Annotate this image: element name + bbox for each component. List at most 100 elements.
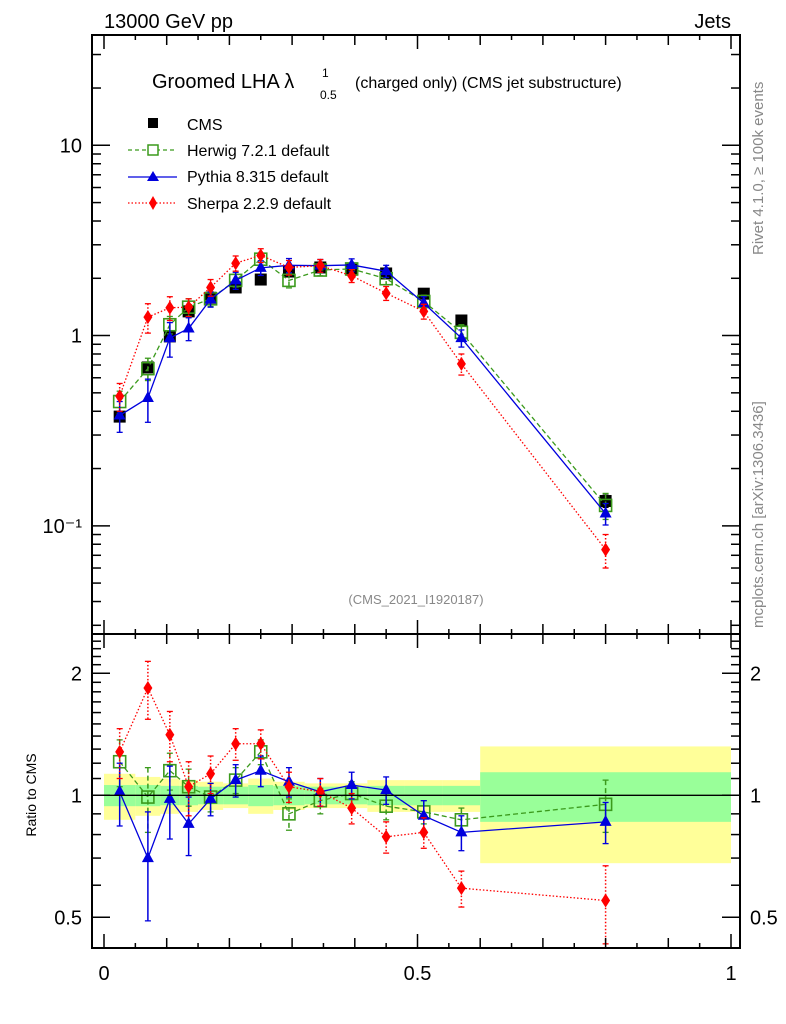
title-sub: 0.5 — [320, 88, 337, 102]
legend-cms-label: CMS — [187, 117, 223, 134]
marker-triangle — [141, 390, 154, 402]
marker-open-square — [282, 807, 296, 821]
marker-diamond — [456, 356, 466, 371]
marker-diamond — [284, 260, 294, 275]
marker-diamond — [381, 286, 391, 301]
ratio-y-tick-label: 0.5 — [54, 907, 82, 929]
marker-diamond — [206, 280, 216, 295]
series-line — [119, 686, 606, 902]
marker-triangle — [113, 408, 126, 420]
main-series-pythia — [113, 257, 612, 526]
marker-diamond — [165, 300, 175, 315]
marker-triangle — [455, 825, 468, 837]
marker-triangle — [380, 783, 393, 795]
marker-diamond — [256, 248, 266, 263]
legend-pythia-label: Pythia 8.315 default — [187, 169, 329, 186]
ratio-y-tick-label-right: 1 — [750, 785, 761, 807]
marker-triangle — [204, 292, 217, 304]
ratio-y-tick-label-right: 0.5 — [750, 907, 778, 929]
marker-diamond — [419, 304, 429, 319]
marker-triangle — [254, 763, 267, 775]
ratio-ylabel: Ratio to CMS — [23, 753, 39, 836]
marker-diamond — [231, 736, 241, 751]
legend-herwig-marker — [147, 144, 159, 156]
marker-open-square — [141, 361, 155, 376]
series-line — [119, 264, 607, 514]
x-tick-label: 1 — [725, 963, 736, 985]
marker-triangle — [113, 784, 126, 796]
marker-diamond — [115, 389, 125, 404]
x-tick-label: 0 — [98, 963, 109, 985]
marker-diamond — [315, 258, 325, 273]
marker-triangle — [229, 773, 242, 785]
title-main: Groomed LHA λ — [152, 71, 294, 93]
marker-diamond — [165, 727, 175, 742]
marker-square — [455, 314, 468, 327]
title-sup: 1 — [322, 66, 329, 80]
marker-triangle — [229, 273, 242, 285]
y-tick-label: 10⁻¹ — [43, 516, 83, 538]
axes: 0 0.5 1 10 1 10⁻¹ 2 2 1 1 0.5 0.5 — [43, 34, 778, 985]
legend-pythia-marker — [147, 171, 159, 181]
ratio-y-tick-label-right: 2 — [750, 663, 761, 685]
energy-label: 13000 GeV pp — [104, 11, 233, 33]
marker-diamond — [184, 779, 194, 794]
legend: CMS Herwig 7.2.1 default Pythia 8.315 de… — [128, 117, 332, 213]
legend-cms-marker — [148, 118, 158, 128]
marker-diamond — [601, 893, 611, 908]
x-tick-label: 0.5 — [404, 963, 432, 985]
legend-sherpa-label: Sherpa 2.2.9 default — [187, 196, 332, 213]
y-tick-label: 10 — [60, 135, 82, 157]
marker-triangle — [380, 264, 393, 276]
marker-diamond — [256, 736, 266, 751]
marker-diamond — [347, 268, 357, 283]
series-line — [119, 750, 606, 821]
series-line — [119, 769, 606, 860]
ratio-frame — [91, 633, 741, 949]
marker-square — [254, 273, 267, 286]
marker-triangle — [455, 331, 468, 343]
marker-diamond — [115, 744, 125, 759]
marker-diamond — [231, 256, 241, 271]
analysis-label: (CMS_2021_I1920187) — [348, 592, 483, 607]
marker-diamond — [284, 779, 294, 794]
series-line — [119, 254, 607, 550]
marker-diamond — [184, 300, 194, 315]
marker-triangle — [345, 257, 358, 269]
category-label: Jets — [694, 11, 731, 33]
marker-triangle — [599, 506, 612, 518]
marker-triangle — [204, 791, 217, 803]
marker-diamond — [381, 829, 391, 844]
marker-diamond — [456, 881, 466, 896]
marker-triangle — [599, 814, 612, 826]
marker-triangle — [163, 331, 176, 343]
y-tick-label: 1 — [71, 326, 82, 348]
main-series-sherpa — [115, 248, 611, 569]
marker-diamond — [347, 801, 357, 816]
marker-diamond — [143, 680, 153, 695]
marker-triangle — [417, 808, 430, 820]
title-suffix: (charged only) (CMS jet substructure) — [355, 75, 622, 92]
main-series-herwig — [112, 252, 613, 521]
marker-diamond — [206, 766, 216, 781]
marker-diamond — [601, 542, 611, 557]
legend-pythia: Pythia 8.315 default — [128, 169, 329, 186]
data-marks — [112, 248, 613, 945]
marker-open-square — [141, 790, 155, 804]
ratio-y-tick-label: 2 — [71, 663, 82, 685]
main-title: Groomed LHA λ 1 0.5 (charged only) (CMS … — [152, 66, 622, 102]
marker-diamond — [143, 310, 153, 325]
marker-triangle — [254, 260, 267, 272]
marker-triangle — [182, 321, 195, 333]
series-line — [119, 258, 607, 506]
marker-triangle — [163, 791, 176, 803]
marker-triangle — [141, 851, 154, 863]
legend-cms: CMS — [148, 117, 223, 134]
marker-triangle — [182, 816, 195, 828]
ratio-y-tick-label: 1 — [71, 785, 82, 807]
rivet-label: Rivet 4.1.0, ≥ 100k events — [750, 82, 767, 255]
legend-sherpa-marker — [149, 196, 157, 210]
ratio-series-sherpa — [115, 660, 611, 945]
mcplots-label: mcplots.cern.ch [arXiv:1306.3436] — [750, 401, 767, 628]
